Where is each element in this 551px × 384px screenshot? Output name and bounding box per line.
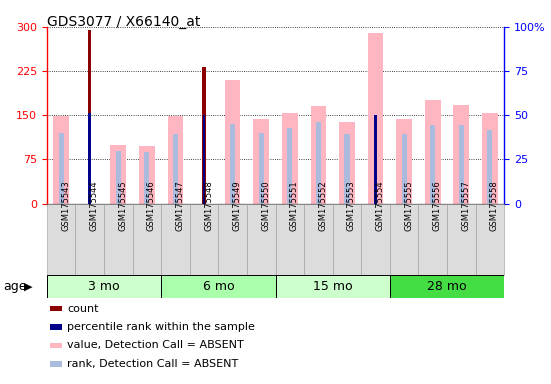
Bar [202, 67, 206, 204]
Text: GSM175553: GSM175553 [347, 180, 356, 231]
Bar [47, 275, 161, 298]
Text: GSM175557: GSM175557 [461, 180, 471, 231]
Bar [447, 204, 476, 275]
Text: GSM175558: GSM175558 [490, 180, 499, 231]
Text: GSM175551: GSM175551 [290, 180, 299, 231]
Bar [482, 113, 498, 204]
Text: GSM175549: GSM175549 [233, 180, 242, 231]
Bar [425, 101, 441, 204]
Text: value, Detection Call = ABSENT: value, Detection Call = ABSENT [67, 340, 244, 351]
Bar [390, 275, 504, 298]
Text: ▶: ▶ [24, 281, 33, 291]
Text: GSM175550: GSM175550 [261, 180, 270, 231]
Bar [316, 122, 321, 204]
Text: GDS3077 / X66140_at: GDS3077 / X66140_at [47, 15, 200, 29]
Bar [487, 130, 493, 204]
Text: 3 mo: 3 mo [88, 280, 120, 293]
Text: age: age [3, 280, 26, 293]
Bar [396, 119, 412, 204]
Bar [47, 204, 75, 275]
Bar [88, 30, 91, 204]
Bar [88, 113, 91, 204]
Text: GSM175543: GSM175543 [61, 180, 70, 231]
Bar [218, 204, 247, 275]
Text: GSM175556: GSM175556 [433, 180, 442, 231]
Bar [459, 125, 464, 204]
Bar [258, 133, 264, 204]
Bar [311, 106, 326, 204]
Text: count: count [67, 303, 99, 314]
Text: GSM175547: GSM175547 [175, 180, 185, 231]
Bar [430, 125, 435, 204]
Bar [225, 80, 240, 204]
Bar [368, 33, 383, 204]
Bar [190, 204, 218, 275]
Bar [230, 124, 235, 204]
Bar [168, 116, 183, 204]
Bar [173, 134, 178, 204]
Bar [402, 134, 407, 204]
Bar [276, 275, 390, 298]
Bar [333, 204, 361, 275]
Bar [339, 122, 355, 204]
Text: GSM175552: GSM175552 [318, 180, 327, 231]
Text: percentile rank within the sample: percentile rank within the sample [67, 322, 255, 332]
Bar [287, 128, 293, 204]
Bar [476, 204, 504, 275]
Bar [116, 151, 121, 204]
Bar [282, 113, 298, 204]
Bar [110, 145, 126, 204]
Text: GSM175544: GSM175544 [90, 180, 99, 231]
Bar [53, 116, 69, 204]
Text: 15 mo: 15 mo [313, 280, 353, 293]
Bar [276, 204, 304, 275]
Bar [133, 204, 161, 275]
Text: GSM175545: GSM175545 [118, 180, 127, 231]
Text: rank, Detection Call = ABSENT: rank, Detection Call = ABSENT [67, 359, 239, 369]
Bar [390, 204, 418, 275]
Bar [344, 134, 349, 204]
Text: GSM175555: GSM175555 [404, 180, 413, 231]
Text: GSM175554: GSM175554 [376, 180, 385, 231]
Bar [361, 204, 390, 275]
Bar [58, 133, 64, 204]
Bar [253, 119, 269, 204]
Bar [104, 204, 133, 275]
Bar [203, 115, 206, 204]
Bar [161, 204, 190, 275]
Text: 28 mo: 28 mo [427, 280, 467, 293]
Text: GSM175548: GSM175548 [204, 180, 213, 231]
Bar [75, 204, 104, 275]
Bar [144, 152, 149, 204]
Text: 6 mo: 6 mo [203, 280, 234, 293]
Bar [418, 204, 447, 275]
Bar [453, 104, 469, 204]
Bar [139, 146, 155, 204]
Bar [247, 204, 276, 275]
Text: GSM175546: GSM175546 [147, 180, 156, 231]
Bar [304, 204, 333, 275]
Bar [161, 275, 276, 298]
Bar [374, 115, 377, 204]
